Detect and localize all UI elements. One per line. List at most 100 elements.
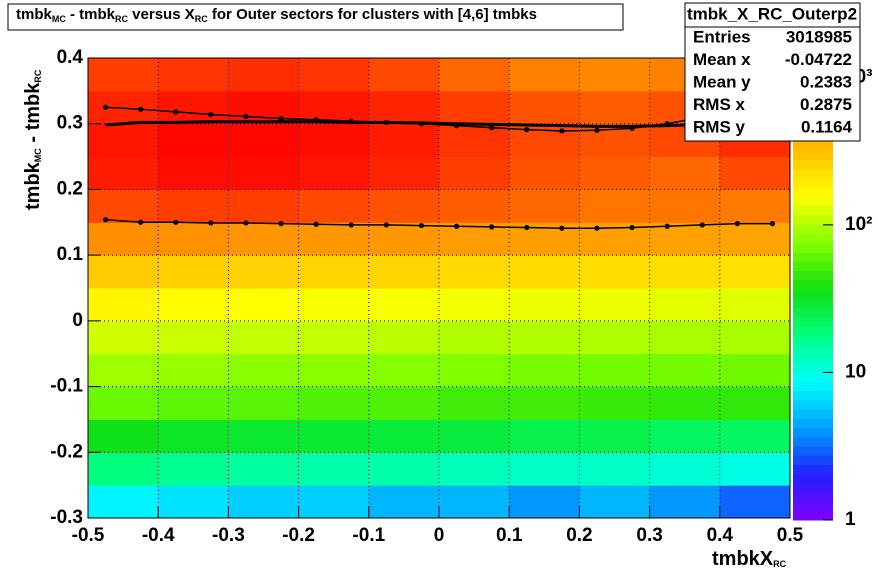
heatmap-cell	[228, 485, 300, 519]
chart-title-part: for Outer sectors for clusters with [4,6…	[208, 6, 537, 23]
heatmap-cell	[298, 58, 370, 92]
heatmap-cell	[298, 419, 370, 453]
heatmap-cell	[579, 255, 651, 289]
heatmap-cell	[509, 90, 580, 125]
palette-cell	[793, 187, 833, 198]
profile-marker	[524, 224, 530, 231]
profile-marker	[278, 221, 284, 227]
heatmap-cell	[88, 386, 159, 420]
heatmap-cell	[509, 156, 580, 190]
heatmap-cell	[228, 222, 300, 256]
heatmap-cell	[719, 320, 791, 355]
x-tick-label: 0.3	[636, 525, 662, 546]
palette-cell	[793, 390, 833, 401]
profile-marker	[348, 222, 354, 228]
heatmap-cell	[298, 353, 370, 388]
heatmap-cell	[649, 189, 721, 223]
y-tick-label: 0	[72, 310, 83, 331]
heatmap-cell	[88, 58, 159, 92]
palette-cell	[793, 399, 833, 410]
x-axis-label-part: tmbkX	[712, 548, 774, 570]
profile-marker	[734, 221, 740, 227]
palette-cell	[793, 242, 833, 253]
heatmap-cell	[719, 452, 791, 486]
y-tick-label: 0.4	[57, 47, 84, 68]
palette-cell	[793, 409, 833, 419]
profile-marker	[208, 111, 214, 118]
stats-name: Mean y	[693, 72, 751, 91]
palette-cell	[793, 279, 833, 290]
profile-marker	[313, 221, 319, 227]
x-tick-label: -0.4	[142, 525, 175, 546]
x-tick-label: 0.2	[566, 525, 592, 546]
heatmap-cell	[158, 320, 229, 355]
plot-frame	[87, 57, 791, 519]
palette-cell	[793, 178, 833, 188]
heatmap-cell	[509, 485, 580, 519]
z-tick-label: 10	[845, 361, 866, 382]
profile-marker	[418, 222, 425, 229]
palette-cell	[793, 196, 833, 207]
heatmap-cell	[88, 353, 159, 388]
heatmap-cell	[509, 452, 580, 486]
heatmap-cell	[439, 452, 510, 486]
heatmap-cell	[579, 353, 651, 388]
y-axis-label-sub: MC	[33, 148, 43, 162]
x-tick-label: -0.5	[72, 525, 105, 546]
heatmap-cell	[439, 320, 510, 355]
heatmap-cell	[439, 156, 510, 190]
heatmap-cell	[439, 485, 510, 519]
profile-marker	[664, 223, 670, 229]
palette-cell	[793, 362, 833, 373]
heatmap-cell	[298, 189, 370, 223]
heatmap-cell	[88, 189, 159, 223]
palette-cell	[793, 381, 833, 392]
heatmap-cell	[649, 452, 721, 486]
heatmap-cell	[579, 419, 651, 453]
x-axis-label: tmbkXRC	[712, 548, 787, 570]
heatmap-cell	[579, 320, 651, 355]
palette-cell	[793, 501, 833, 512]
y-axis-label-part: tmbk	[22, 161, 44, 210]
chart-title-sub: MC	[52, 14, 66, 24]
x-tick-label: 0.1	[496, 525, 523, 546]
heatmap-cell	[88, 255, 159, 289]
heatmap-cell	[509, 386, 580, 420]
palette-cell	[793, 298, 833, 308]
heatmap-cell	[649, 320, 721, 355]
profile-marker	[453, 223, 460, 229]
palette-cell	[793, 483, 833, 493]
heatmap-cell	[579, 90, 651, 125]
heatmap-cell	[579, 288, 651, 322]
heatmap-cell	[158, 90, 229, 125]
palette-cell	[793, 418, 833, 429]
heatmap-cell	[228, 255, 300, 289]
heatmap-cell	[158, 419, 229, 453]
stats-name: Entries	[693, 27, 751, 46]
profile-marker	[138, 106, 144, 112]
heatmap-cell	[228, 156, 300, 190]
x-tick-label: -0.1	[352, 525, 385, 546]
palette-cell	[793, 455, 833, 466]
x-tick-label: 0.5	[777, 525, 804, 546]
heatmap-cell	[509, 353, 580, 388]
heatmap-cell	[228, 189, 300, 223]
heatmap-cell	[719, 288, 791, 322]
heatmap-cell	[439, 123, 510, 158]
heatmap-cell	[579, 189, 651, 223]
heatmap-cell	[368, 189, 440, 223]
profile-marker	[559, 128, 565, 134]
z-tick-label: 10²	[845, 214, 872, 235]
heatmap-cell	[228, 353, 300, 388]
heatmap-cell	[368, 386, 440, 420]
palette-cell	[793, 510, 833, 521]
heatmap-cell	[509, 189, 580, 223]
heatmap-cell	[649, 156, 721, 190]
profile-marker	[138, 219, 144, 225]
chart-title-part: tmbk	[16, 6, 52, 23]
stats-value: 0.1164	[801, 117, 853, 136]
chart-title-sub: RC	[195, 14, 208, 24]
palette-cell	[793, 233, 833, 244]
palette-cell	[793, 205, 833, 216]
profile-line	[105, 117, 773, 128]
